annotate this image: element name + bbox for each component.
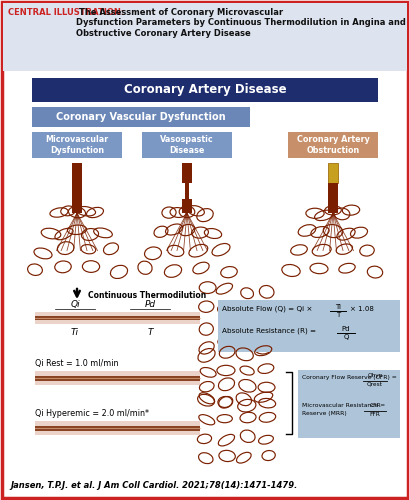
Bar [32, 78, 377, 102]
Bar [35, 376, 200, 380]
Bar [35, 316, 200, 320]
Text: Qhyp: Qhyp [366, 373, 382, 378]
Text: Continuous Thermodilution: Continuous Thermodilution [88, 290, 206, 300]
Text: Ti: Ti [334, 304, 340, 310]
Text: Qrest: Qrest [366, 382, 382, 387]
Text: Microvascular Resistance =: Microvascular Resistance = [301, 403, 384, 408]
Text: CENTRAL ILLUSTRATION:: CENTRAL ILLUSTRATION: [8, 8, 124, 17]
Bar [142, 132, 231, 158]
Text: Coronary Artery
Obstruction: Coronary Artery Obstruction [296, 136, 369, 154]
Text: × 1.08: × 1.08 [349, 306, 373, 312]
Text: T: T [147, 328, 153, 337]
Text: Q: Q [342, 334, 348, 340]
Bar [184, 181, 189, 201]
Text: Pd: Pd [144, 300, 155, 309]
Text: Reserve (MRR): Reserve (MRR) [301, 411, 346, 416]
Bar [72, 163, 82, 213]
Bar [287, 132, 377, 158]
Bar [32, 107, 249, 127]
Text: FFR: FFR [369, 412, 380, 417]
Bar [35, 312, 200, 324]
Bar [182, 163, 191, 183]
Text: T: T [335, 312, 339, 318]
Text: CFR: CFR [368, 403, 380, 408]
Text: Qi Rest = 1.0 ml/min: Qi Rest = 1.0 ml/min [35, 359, 118, 368]
Text: Microvascular
Dysfunction: Microvascular Dysfunction [45, 136, 108, 154]
Text: Pd: Pd [341, 326, 349, 332]
Bar [297, 370, 399, 438]
Text: Absolute Flow (Q) = Qi ×: Absolute Flow (Q) = Qi × [221, 306, 312, 312]
Bar [3, 3, 406, 71]
Text: Vasospastic
Disease: Vasospastic Disease [160, 136, 213, 154]
Bar [218, 300, 399, 352]
Text: Jansen, T.P.J. et al. J Am Coll Cardiol. 2021;78(14):1471-1479.: Jansen, T.P.J. et al. J Am Coll Cardiol.… [10, 481, 297, 490]
Text: The Assessment of Coronary Microvascular
Dysfunction Parameters by Continuous Th: The Assessment of Coronary Microvascular… [76, 8, 409, 38]
Bar [32, 132, 122, 158]
Text: Absolute Resistance (R) =: Absolute Resistance (R) = [221, 328, 315, 334]
Text: Coronary Flow Reserve (CFR) =: Coronary Flow Reserve (CFR) = [301, 375, 396, 380]
Bar [35, 371, 200, 385]
Text: Qi: Qi [70, 300, 80, 309]
Bar [35, 426, 200, 430]
Bar [182, 199, 191, 213]
Text: Ti: Ti [71, 328, 79, 337]
Text: Qi Hyperemic = 2.0 ml/min*: Qi Hyperemic = 2.0 ml/min* [35, 409, 148, 418]
Bar [327, 163, 337, 183]
Bar [327, 183, 337, 213]
Text: Coronary Vascular Dysfunction: Coronary Vascular Dysfunction [56, 112, 225, 122]
Bar [35, 421, 200, 435]
Text: Coronary Artery Disease: Coronary Artery Disease [124, 84, 285, 96]
